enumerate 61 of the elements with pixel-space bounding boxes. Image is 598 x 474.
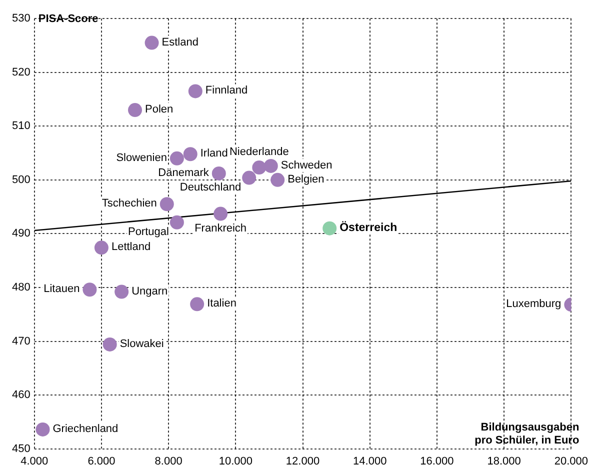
annotation: Griechenland [52,422,118,435]
annotation: Portugal [128,226,169,238]
annotation: Slowakei [120,338,164,350]
x-tick-label: 16.000 [420,455,454,468]
x-axis-title: Bildungsausgaben pro Schüler, in Euro [474,421,580,446]
annotation: Italien [207,298,236,310]
point [242,170,256,185]
x-tick-label: 6.000 [88,455,116,468]
annotation: Niederlande [229,146,289,158]
point [36,422,50,436]
point [214,206,228,221]
x-tick-label: 8.000 [154,455,182,468]
point [114,284,129,299]
point [270,172,285,187]
x-tick-label: 4.000 [20,455,48,468]
annotation: Dänemark [158,167,210,180]
y-tick-label: 450 [12,442,30,455]
annotation: Polen [145,104,174,116]
point [212,166,226,180]
point [82,282,97,297]
annotation: Tschechien [102,198,157,210]
y-tick-label: 520 [12,66,30,78]
x-tick-label: 14.000 [353,455,387,468]
annotation: Frankreich [194,222,247,234]
point [264,158,278,173]
y-tick-label: 490 [12,228,30,240]
annotation: Slowenien [116,152,167,164]
annotation: Lettland [111,241,151,254]
x-tick-label: 18.000 [487,455,521,468]
point [94,240,108,255]
point [102,337,117,352]
x-tick-label: 20.000 [554,455,588,468]
y-tick-label: 500 [12,174,30,186]
y-tick-label: 480 [12,282,30,294]
annotation: Österreich [340,221,398,234]
y-tick-label: 470 [12,335,30,348]
point [170,151,184,166]
point [128,103,142,118]
point [183,147,198,162]
y-tick-label: 530 [12,12,30,25]
y-tick-label: 510 [12,120,30,132]
annotation: Deutschland [180,181,242,194]
annotation: Finnland [205,84,248,97]
point [170,215,184,230]
point [322,221,337,236]
point [160,197,174,212]
annotation: Irland [200,148,228,160]
point [190,297,204,312]
annotation: Litauen [44,283,80,296]
x-tick-label: 12.000 [286,455,320,468]
annotation: Ungarn [132,285,168,298]
point [188,84,202,98]
x-tick-label: 10.000 [218,455,252,468]
point [144,36,159,50]
annotation: Luxemburg [506,298,562,310]
annotation: Estland [162,36,198,48]
y-axis-title: PISA-Score [38,13,98,26]
annotation: Belgien [288,173,324,186]
annotation: Schweden [280,159,332,172]
y-tick-label: 460 [12,389,30,402]
point [252,160,266,175]
